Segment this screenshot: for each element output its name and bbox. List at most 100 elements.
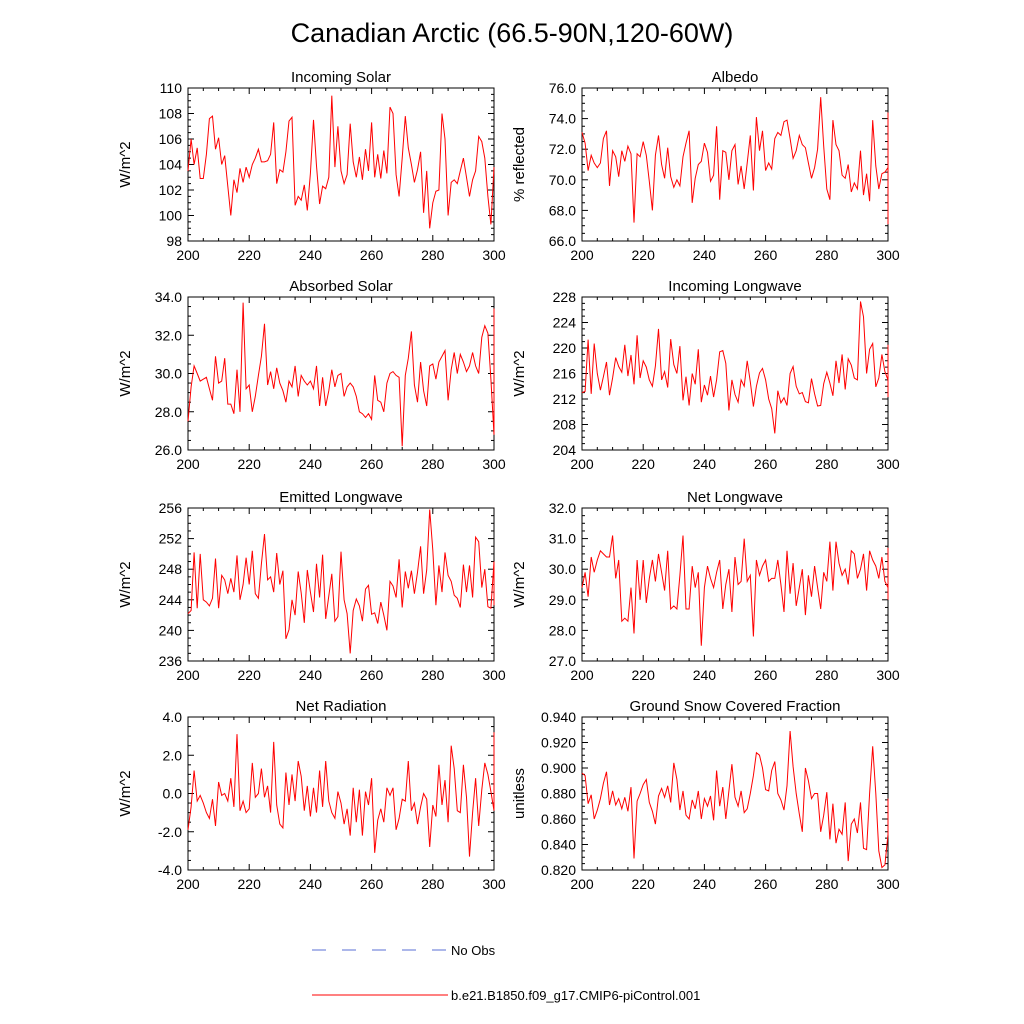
- x-tick-label: 240: [693, 247, 717, 263]
- y-axis-label: W/m^2: [117, 561, 134, 607]
- panel-title: Net Radiation: [296, 698, 387, 715]
- y-tick-label: 34.0: [155, 289, 182, 305]
- y-tick-label: 2.0: [163, 747, 183, 763]
- panel-title: Emitted Longwave: [279, 489, 402, 506]
- panel-incoming-solar: Incoming Solar W/m^2 200 220 240 260 280 300 98 1…: [117, 69, 506, 263]
- y-tick-label: 70.0: [549, 172, 576, 188]
- x-tick-label: 300: [482, 667, 506, 683]
- y-tick-label: 4.0: [163, 709, 183, 725]
- x-tick-label: 260: [754, 667, 778, 683]
- x-tick-label: 200: [176, 876, 200, 892]
- y-tick-label: 106: [159, 131, 183, 147]
- y-tick-label: 236: [159, 653, 183, 669]
- y-axis-label: W/m^2: [511, 561, 528, 607]
- y-axis-label: W/m^2: [117, 770, 134, 816]
- panel-title: Albedo: [712, 69, 759, 86]
- x-tick-label: 260: [754, 876, 778, 892]
- y-tick-label: 74.0: [549, 111, 576, 127]
- x-tick-label: 240: [693, 456, 717, 472]
- panel-ground-snow-covered-fraction: Ground Snow Covered Fraction unitless 200 2…: [511, 698, 900, 892]
- legend-item-no-obs: No Obs: [312, 943, 496, 958]
- x-tick-label: 200: [570, 667, 594, 683]
- y-tick-label: 244: [159, 592, 183, 608]
- y-tick-label: 204: [553, 442, 577, 458]
- x-tick-label: 240: [299, 667, 323, 683]
- y-tick-label: 98: [166, 233, 182, 249]
- panel-title: Absorbed Solar: [289, 278, 392, 295]
- y-axis-label: unitless: [511, 768, 528, 819]
- x-tick-label: 280: [815, 876, 839, 892]
- y-tick-label: 108: [159, 106, 183, 122]
- x-tick-label: 300: [876, 456, 900, 472]
- plot-frame: [187, 716, 495, 871]
- y-tick-label: 0.840: [541, 837, 576, 853]
- y-tick-label: 30.0: [549, 561, 576, 577]
- y-tick-label: 256: [159, 500, 183, 516]
- y-tick-label: 30.0: [155, 366, 182, 382]
- x-tick-label: 280: [815, 247, 839, 263]
- y-tick-label: 216: [553, 366, 577, 382]
- y-tick-label: 28.0: [155, 404, 182, 420]
- y-tick-label: 252: [159, 531, 183, 547]
- y-tick-label: 212: [553, 391, 577, 407]
- x-tick-label: 220: [238, 876, 262, 892]
- y-axis-label: W/m^2: [117, 350, 134, 396]
- y-tick-label: 68.0: [549, 202, 576, 218]
- x-tick-label: 280: [421, 667, 445, 683]
- y-tick-label: -4.0: [158, 862, 182, 878]
- x-tick-label: 200: [176, 456, 200, 472]
- y-tick-label: 104: [159, 157, 183, 173]
- x-tick-label: 200: [176, 247, 200, 263]
- y-tick-label: 0.920: [541, 735, 576, 751]
- y-axis-label: % reflected: [511, 127, 528, 202]
- panel-title: Ground Snow Covered Fraction: [630, 698, 841, 715]
- y-tick-label: 110: [160, 80, 183, 96]
- plot-frame: [187, 507, 495, 662]
- x-tick-label: 240: [693, 667, 717, 683]
- panel-incoming-longwave: Incoming Longwave W/m^2 200 220 240 260 280 300…: [511, 278, 900, 472]
- x-tick-label: 240: [299, 456, 323, 472]
- y-tick-label: 0.0: [163, 786, 183, 802]
- x-tick-label: 280: [421, 247, 445, 263]
- x-tick-label: 260: [360, 667, 384, 683]
- legend-label-no-obs: No Obs: [451, 943, 496, 958]
- y-tick-label: 0.880: [541, 786, 576, 802]
- x-tick-label: 200: [176, 667, 200, 683]
- series-line-albedo: [581, 97, 889, 225]
- y-tick-label: 26.0: [155, 442, 182, 458]
- x-tick-label: 280: [421, 876, 445, 892]
- figure-title: Canadian Arctic (66.5-90N,120-60W): [291, 18, 734, 48]
- series-line-ground-snow-covered-fraction: [581, 730, 889, 869]
- x-tick-label: 300: [482, 456, 506, 472]
- y-tick-label: 0.820: [541, 862, 576, 878]
- y-tick-label: 76.0: [549, 80, 576, 96]
- x-tick-label: 260: [360, 876, 384, 892]
- y-tick-label: 66.0: [549, 233, 576, 249]
- x-tick-label: 220: [238, 247, 262, 263]
- y-tick-label: 31.0: [549, 531, 576, 547]
- panel-title: Incoming Longwave: [668, 278, 801, 295]
- legend-label-model-run: b.e21.B1850.f09_g17.CMIP6-piControl.001: [451, 988, 700, 1003]
- panels-container: Incoming Solar W/m^2 200 220 240 260 280 300 98 1…: [117, 69, 900, 892]
- y-tick-label: 27.0: [549, 653, 576, 669]
- y-tick-label: 224: [553, 315, 577, 331]
- x-tick-label: 200: [570, 876, 594, 892]
- series-line-incoming-longwave: [581, 301, 889, 434]
- x-tick-label: 300: [482, 247, 506, 263]
- panel-net-radiation: Net Radiation W/m^2 200 220 240 260 280 300 -4.0…: [117, 698, 506, 892]
- y-tick-label: 102: [159, 182, 183, 198]
- x-tick-label: 280: [815, 667, 839, 683]
- plot-frame: [581, 87, 889, 242]
- x-tick-label: 300: [482, 876, 506, 892]
- y-tick-label: -2.0: [158, 824, 182, 840]
- x-tick-label: 260: [754, 456, 778, 472]
- panel-albedo: Albedo % reflected 200 220 240 260 280 300 66.0 6…: [511, 69, 900, 263]
- panel-title: Incoming Solar: [291, 69, 391, 86]
- y-tick-label: 0.900: [541, 760, 576, 776]
- x-tick-label: 220: [632, 667, 656, 683]
- x-tick-label: 200: [570, 456, 594, 472]
- y-tick-label: 248: [159, 561, 183, 577]
- series-line-net-longwave: [581, 535, 889, 646]
- series-line-absorbed-solar: [187, 302, 495, 447]
